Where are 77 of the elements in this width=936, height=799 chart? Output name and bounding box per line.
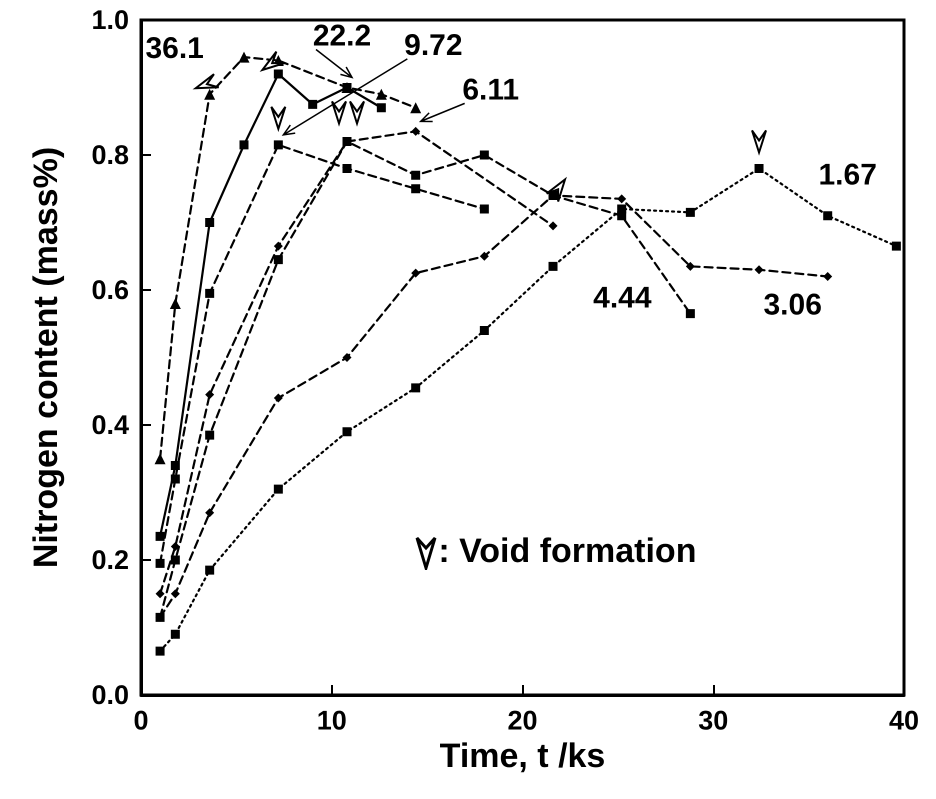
point — [823, 211, 832, 220]
point — [238, 52, 250, 63]
point — [686, 208, 695, 217]
point — [411, 268, 420, 278]
point — [205, 430, 214, 440]
point — [205, 288, 214, 298]
point — [170, 298, 181, 309]
point — [156, 589, 165, 598]
point — [480, 252, 489, 261]
point — [376, 103, 386, 112]
x-tick-label: 0 — [133, 706, 149, 736]
point — [274, 70, 283, 78]
point — [308, 100, 318, 109]
point — [274, 255, 283, 264]
point — [823, 272, 832, 281]
point — [274, 140, 283, 150]
point — [205, 508, 214, 518]
series-label: 36.1 — [145, 32, 204, 66]
series-label: 4.44 — [593, 282, 652, 315]
point — [274, 484, 283, 494]
x-tick-label: 20 — [507, 706, 538, 736]
point — [754, 265, 764, 274]
point — [411, 170, 420, 180]
point — [274, 394, 283, 402]
x-tick-label: 30 — [698, 706, 728, 736]
point — [156, 532, 165, 541]
point — [170, 589, 180, 598]
y-tick-label: 1.0 — [91, 5, 129, 35]
point — [205, 566, 214, 575]
point — [205, 390, 214, 400]
point — [170, 630, 180, 639]
point — [154, 453, 166, 464]
point — [686, 262, 695, 271]
point — [205, 218, 214, 227]
point — [204, 88, 216, 100]
point — [411, 184, 420, 194]
point — [617, 204, 626, 214]
point — [240, 140, 249, 150]
y-tick-label: 0.0 — [91, 680, 129, 710]
y-tick-label: 0.6 — [91, 275, 129, 305]
point — [480, 326, 489, 335]
point — [170, 556, 180, 564]
x-tick-label: 40 — [888, 706, 920, 736]
point — [411, 126, 420, 136]
point — [170, 474, 180, 484]
point — [342, 353, 352, 362]
point — [342, 164, 352, 173]
y-tick-label: 0.4 — [91, 410, 129, 440]
series-label: 22.2 — [312, 19, 372, 52]
annotation: : Void formation — [438, 532, 696, 571]
point — [156, 646, 165, 656]
point — [754, 164, 764, 173]
point — [342, 137, 352, 146]
point — [170, 542, 180, 551]
point — [548, 221, 558, 230]
point — [480, 204, 489, 214]
point — [411, 383, 420, 392]
point — [170, 461, 180, 470]
point — [410, 102, 422, 114]
series-label: 1.67 — [818, 158, 877, 192]
point — [376, 88, 387, 100]
series-label: 6.11 — [462, 73, 520, 106]
y-tick-label: 0.8 — [91, 140, 129, 170]
text: 9.72 — [404, 28, 463, 62]
y-axis-title: Nitrogen content (mass%) — [27, 146, 65, 568]
series-label: 3.06 — [764, 288, 822, 322]
point — [480, 150, 489, 160]
point — [686, 309, 695, 318]
point — [274, 242, 283, 251]
point — [548, 262, 558, 271]
point — [342, 427, 352, 436]
x-tick-label: 10 — [316, 706, 347, 736]
point — [892, 242, 901, 251]
y-tick-label: 0.2 — [91, 545, 129, 575]
x-axis-title: Time, t /ks — [440, 736, 606, 775]
point — [617, 194, 626, 204]
point — [156, 558, 165, 568]
